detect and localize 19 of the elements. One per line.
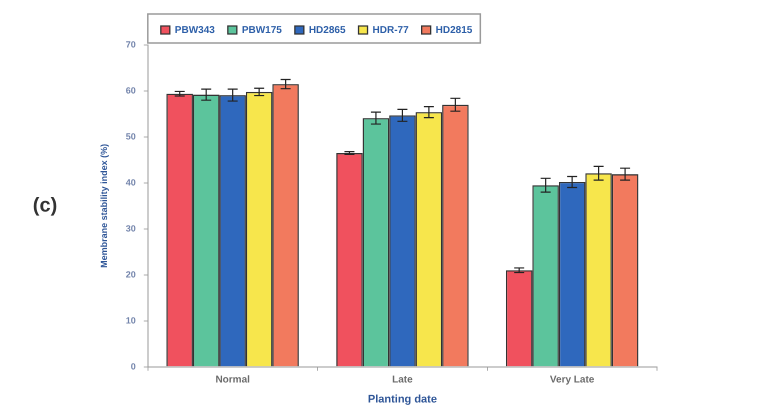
legend-label: HD2865	[308, 24, 346, 36]
x-tick-label: Late	[392, 374, 414, 386]
y-tick-label: 0	[130, 361, 136, 372]
y-axis-title: Membrane stability index (%)	[98, 144, 109, 268]
y-tick-label: 50	[126, 131, 136, 142]
y-tick-label: 70	[126, 39, 136, 50]
x-axis-title: Planting date	[368, 393, 437, 406]
x-tick-label: Very Late	[550, 374, 595, 386]
legend-label: PBW343	[174, 24, 216, 36]
y-tick-label: 60	[126, 85, 136, 96]
y-tick-label: 30	[126, 223, 136, 234]
legend-label: HDR-77	[372, 24, 410, 36]
legend-label: HD2815	[436, 24, 473, 36]
x-tick-label: Normal	[215, 374, 250, 386]
text: (c)	[32, 194, 58, 216]
legend-label: PBW175	[242, 24, 282, 36]
y-tick-label: 10	[126, 315, 136, 326]
y-tick-label: 20	[126, 269, 136, 280]
y-tick-label: 40	[126, 177, 136, 188]
